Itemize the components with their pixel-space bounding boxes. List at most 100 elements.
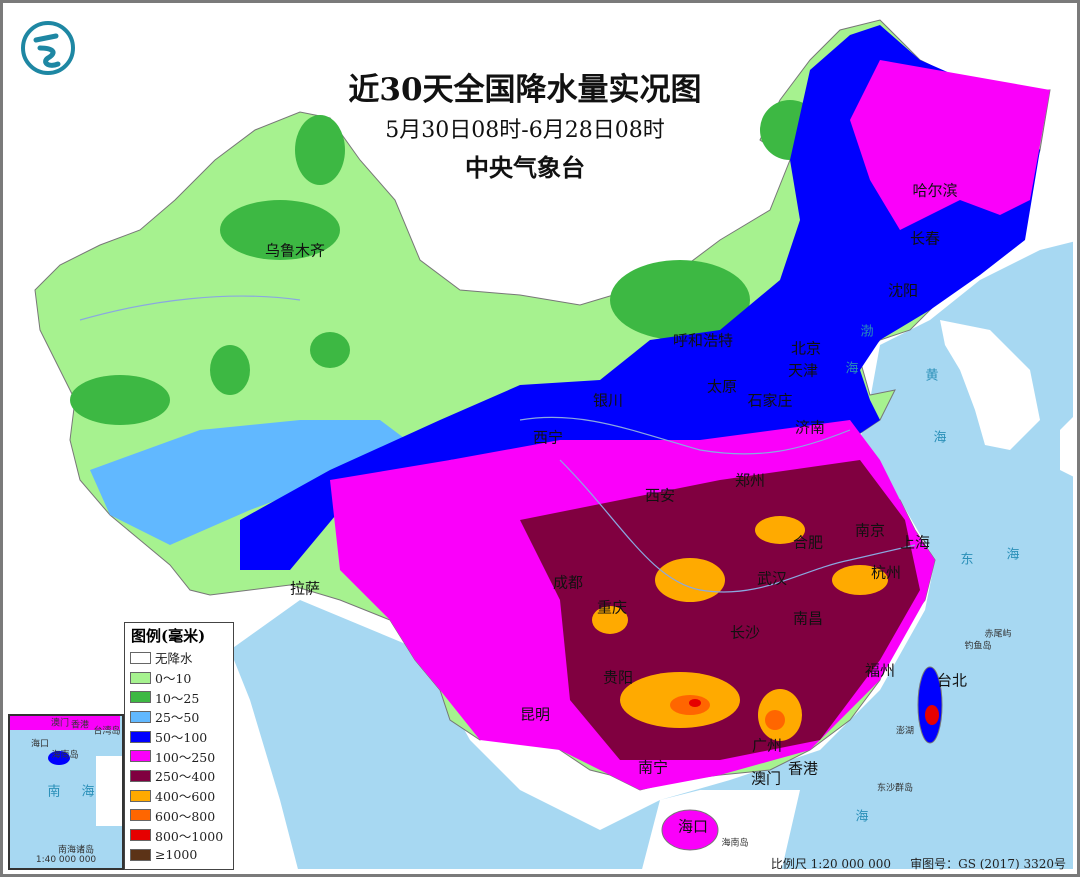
city-label: 天津: [787, 361, 819, 380]
sea-label: 黄: [925, 368, 939, 384]
south-china-sea-inset: 澳门 香港 台湾岛 海口 海南岛 南 海 南海诸岛 1:40 000 000: [8, 714, 124, 870]
legend-swatch: [130, 769, 151, 782]
inset-sea: 南: [47, 784, 61, 800]
sea-label: 海: [845, 361, 859, 377]
legend: 图例(毫米) 无降水 0～10 10～25 25～50 50～100 100～250 250…: [124, 622, 234, 870]
legend-label: 25～50: [155, 710, 200, 726]
rain-100-250-ne: [850, 60, 1050, 230]
city-label: 西安: [644, 486, 676, 505]
legend-swatch: [130, 691, 151, 704]
city-label: 贵阳: [602, 668, 634, 687]
legend-item: ≥1000: [130, 845, 233, 865]
city-label: 呼和浩特: [672, 331, 734, 350]
scale-text: 比例尺 1:20 000 000: [770, 857, 892, 871]
inset-land: [10, 716, 120, 730]
rain-25-50: [90, 420, 420, 545]
legend-label: 600～800: [155, 808, 216, 824]
approval-number: 审图号：GS (2017) 3320号: [910, 857, 1066, 871]
island-label: 海南岛: [721, 838, 749, 849]
city-label: 合肥: [792, 533, 824, 552]
legend-label: 无降水: [155, 651, 193, 667]
taiwan-heavy-rain: [925, 705, 939, 725]
inset-label: 海南岛: [51, 750, 79, 761]
legend-label: 400～600: [155, 789, 216, 805]
rivers: [79, 295, 916, 593]
rain-10-25: [70, 100, 820, 590]
legend-swatch: [130, 671, 151, 684]
legend-item: 800～1000: [130, 825, 233, 845]
legend-swatch: [130, 809, 151, 822]
city-label: 北京: [790, 339, 822, 358]
city-label: 昆明: [519, 705, 551, 724]
city-label: 南昌: [792, 609, 824, 628]
legend-swatch: [130, 789, 151, 802]
legend-item: 0～10: [130, 668, 233, 688]
city-label: 上海: [899, 533, 931, 552]
legend-label: ≥1000: [155, 847, 198, 863]
island-label: 赤尾屿: [984, 629, 1012, 640]
legend-title: 图例(毫米): [131, 627, 206, 645]
city-label: 郑州: [734, 471, 766, 490]
city-label: 澳门: [750, 769, 782, 788]
island-label: 澎湖: [895, 726, 915, 737]
korea-peninsula: [940, 320, 1040, 450]
cma-dragon-logo-icon: [21, 21, 75, 75]
sea-label: 海: [855, 809, 869, 825]
legend-label: 800～1000: [155, 828, 224, 844]
legend-label: 0～10: [155, 671, 192, 687]
city-label: 南京: [854, 521, 886, 540]
legend-item: 无降水: [130, 648, 233, 668]
legend-item: 25～50: [130, 707, 233, 727]
legend-label: 100～250: [155, 749, 216, 765]
taiwan-island: [917, 666, 943, 744]
map-agency: 中央气象台: [465, 153, 585, 182]
city-label: 长春: [909, 229, 941, 248]
city-label: 香港: [787, 759, 819, 778]
city-label: 海口: [677, 817, 709, 836]
sea-label: 海: [933, 430, 947, 446]
inset-hainan: [48, 751, 70, 765]
sea-label: 东: [960, 552, 974, 568]
rain-100-250-hainan: [661, 809, 719, 851]
japan: [1060, 417, 1073, 477]
legend-item: 10～25: [130, 687, 233, 707]
legend-label: 10～25: [155, 690, 200, 706]
legend-swatch: [130, 710, 151, 723]
city-label: 沈阳: [887, 281, 919, 300]
city-label: 银川: [592, 391, 624, 410]
city-label: 长沙: [729, 623, 761, 642]
city-label: 成都: [552, 573, 584, 592]
island-label: 东沙群岛: [876, 783, 914, 794]
inset-sea: 海: [81, 784, 95, 800]
inset-label: 海口: [30, 739, 50, 750]
map-footer: 比例尺 1:20 000 000 审图号：GS (2017) 3320号: [771, 855, 1066, 872]
map-period: 5月30日08时-6月28日08时: [385, 118, 665, 143]
legend-swatch: [130, 750, 151, 763]
city-label: 武汉: [756, 569, 788, 588]
legend-item: 250～400: [130, 766, 233, 786]
inset-label: 台湾岛: [93, 726, 121, 737]
legend-item: 400～600: [130, 786, 233, 806]
inset-label: 南海诸岛: [57, 845, 95, 856]
city-label: 西宁: [532, 428, 564, 447]
inset-label: 香港: [70, 720, 90, 731]
legend-item: 600～800: [130, 806, 233, 826]
city-label: 济南: [794, 418, 826, 437]
map-title: 近30天全国降水量实况图: [348, 72, 702, 108]
city-label: 台北: [936, 671, 968, 690]
rain-250-400: [520, 460, 920, 760]
inset-philippines: [96, 756, 122, 826]
legend-item: 100～250: [130, 746, 233, 766]
inset-scale: 1:40 000 000: [35, 855, 97, 865]
inset-label: 澳门: [50, 718, 70, 729]
island-label: 钓鱼岛: [964, 641, 992, 652]
legend-label: 50～100: [155, 730, 208, 746]
city-label: 杭州: [870, 563, 902, 582]
legend-item: 50～100: [130, 727, 233, 747]
sea-label: 海: [1006, 547, 1020, 563]
city-label: 石家庄: [747, 391, 793, 410]
city-label: 南宁: [637, 758, 669, 777]
city-label: 哈尔滨: [912, 181, 958, 200]
city-label: 福州: [864, 661, 896, 680]
